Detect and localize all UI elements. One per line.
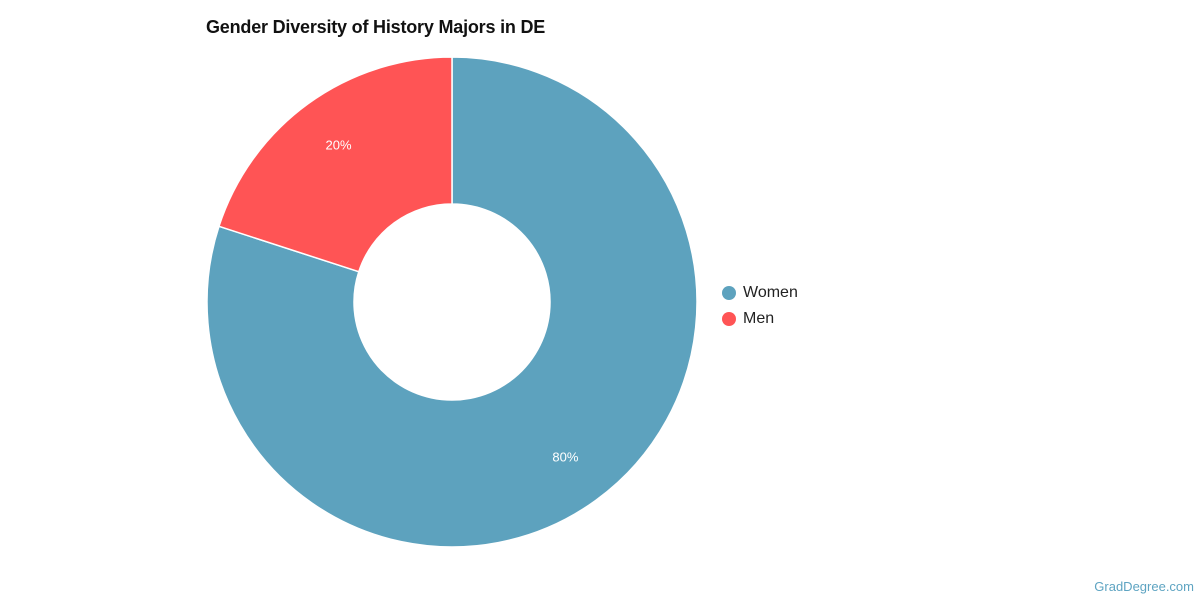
slice-label-men: 20%	[326, 137, 352, 152]
legend-label-women: Women	[743, 284, 798, 301]
legend: Women Men	[722, 280, 798, 332]
slice-labels-group: 80% 20%	[326, 137, 579, 464]
slice-women[interactable]	[206, 56, 698, 548]
legend-item-women[interactable]: Women	[722, 280, 798, 306]
slice-label-women: 80%	[552, 450, 578, 465]
slices-group	[206, 56, 698, 548]
chart-title: Gender Diversity of History Majors in DE	[206, 17, 546, 37]
legend-item-men[interactable]: Men	[722, 306, 798, 332]
legend-swatch-men	[722, 312, 736, 326]
legend-swatch-women	[722, 286, 736, 300]
legend-label-men: Men	[743, 310, 775, 327]
graddegree-watermark[interactable]: GradDegree.com	[1094, 579, 1194, 594]
slice-men[interactable]	[218, 56, 453, 273]
